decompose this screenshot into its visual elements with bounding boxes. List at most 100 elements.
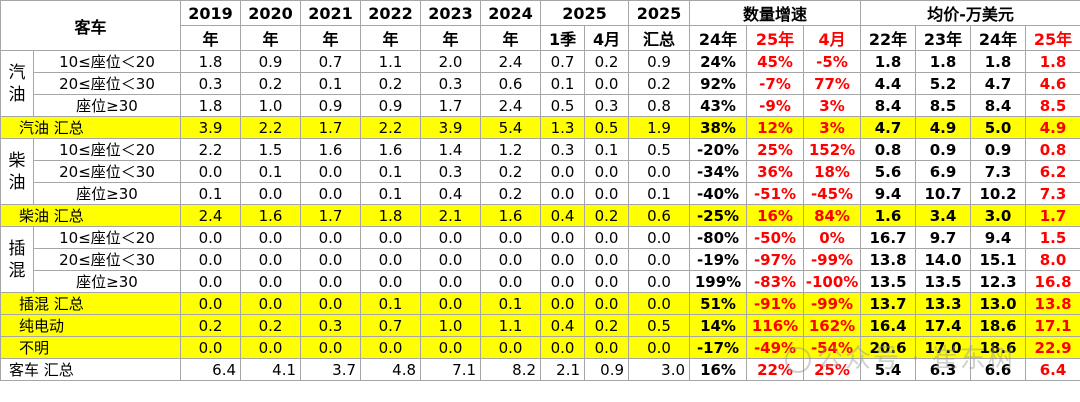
volume-cell: 0.0 (180, 336, 242, 359)
header-price: 均价-万美元 (860, 0, 1080, 26)
volume-cell: 0.9 (628, 50, 691, 73)
volume-cell: 0.0 (300, 226, 362, 249)
price-cell: 17.0 (915, 336, 972, 359)
group-label: 柴 油 (0, 138, 34, 205)
growth-cell: -91% (746, 292, 805, 315)
volume-cell: 2.2 (180, 138, 242, 161)
group-label: 汽 油 (0, 50, 34, 117)
volume-cell: 0.3 (420, 72, 482, 95)
volume-cell: 0.9 (240, 50, 302, 73)
volume-cell: 0.5 (540, 94, 586, 117)
volume-cell: 0.4 (420, 182, 482, 205)
volume-cell: 0.3 (584, 94, 630, 117)
volume-cell: 0.1 (628, 182, 691, 205)
volume-cell: 0.5 (628, 138, 691, 161)
volume-cell: 0.9 (300, 94, 362, 117)
volume-cell: 4.1 (240, 358, 302, 381)
volume-cell: 0.0 (180, 226, 242, 249)
volume-cell: 0.7 (360, 314, 422, 337)
growth-cell: 12% (746, 116, 805, 139)
price-cell: 8.4 (970, 94, 1027, 117)
price-cell: 14.0 (915, 248, 972, 271)
price-cell: 3.0 (970, 204, 1027, 227)
row-label: 纯电动 (0, 314, 182, 337)
volume-cell: 0.0 (540, 248, 586, 271)
price-cell: 17.1 (1025, 314, 1080, 337)
growth-cell: 45% (746, 50, 805, 73)
volume-cell: 0.0 (420, 336, 482, 359)
header-apr: 4月 (584, 25, 630, 51)
volume-cell: 0.4 (540, 314, 586, 337)
price-cell: 5.4 (860, 358, 917, 381)
volume-cell: 0.0 (180, 248, 242, 271)
volume-cell: 2.0 (420, 50, 482, 73)
growth-cell: 199% (689, 270, 748, 293)
header-2025-sum-bottom: 汇总 (628, 25, 691, 51)
growth-cell: 36% (746, 160, 805, 183)
growth-cell: -99% (803, 248, 862, 271)
volume-cell: 0.0 (420, 270, 482, 293)
header-2025-sum-top: 2025 (628, 0, 691, 26)
volume-cell: 0.0 (540, 292, 586, 315)
table-header: 客车 2019 2020 2021 2022 2023 2024 2025 20… (0, 0, 1080, 51)
price-cell: 1.7 (1025, 204, 1080, 227)
volume-cell: 0.0 (300, 248, 362, 271)
volume-cell: 0.2 (240, 314, 302, 337)
volume-cell: 2.2 (360, 116, 422, 139)
growth-cell: -50% (746, 226, 805, 249)
header-category: 客车 (0, 0, 182, 51)
volume-cell: 0.1 (300, 72, 362, 95)
row-label: 插混 汇总 (0, 292, 182, 315)
volume-cell: 0.0 (480, 248, 542, 271)
price-cell: 17.4 (915, 314, 972, 337)
growth-cell: 16% (746, 204, 805, 227)
growth-cell: 25% (803, 358, 862, 381)
volume-cell: 0.0 (420, 292, 482, 315)
volume-cell: 2.1 (420, 204, 482, 227)
price-cell: 0.8 (860, 138, 917, 161)
volume-cell: 0.2 (480, 182, 542, 205)
volume-cell: 3.0 (628, 358, 691, 381)
growth-cell: -54% (803, 336, 862, 359)
volume-cell: 1.6 (480, 204, 542, 227)
volume-cell: 0.2 (180, 314, 242, 337)
growth-cell: -51% (746, 182, 805, 205)
price-cell: 8.0 (1025, 248, 1080, 271)
price-cell: 5.0 (970, 116, 1027, 139)
volume-cell: 0.4 (540, 204, 586, 227)
growth-cell: 92% (689, 72, 748, 95)
table-row: 插 混 10≤座位＜20 0.0 0.0 0.0 0.0 0.0 0.0 0.0 0.0 0.0 -8… (0, 226, 1080, 293)
volume-cell: 0.0 (240, 226, 302, 249)
price-cell: 13.7 (860, 292, 917, 315)
price-cell: 9.7 (915, 226, 972, 249)
volume-cell: 1.7 (300, 116, 362, 139)
volume-cell: 0.3 (180, 72, 242, 95)
price-cell: 16.7 (860, 226, 917, 249)
row-label: 20≤座位＜30 (32, 248, 182, 271)
header-growth: 数量增速 (689, 0, 862, 26)
growth-cell: -7% (746, 72, 805, 95)
bus-stats-table: 客车 2019 2020 2021 2022 2023 2024 2025 20… (0, 0, 1080, 381)
volume-cell: 0.2 (360, 72, 422, 95)
price-cell: 13.8 (860, 248, 917, 271)
volume-cell: 0.9 (584, 358, 630, 381)
price-cell: 1.8 (860, 50, 917, 73)
price-cell: 22.9 (1025, 336, 1080, 359)
price-cell: 8.4 (860, 94, 917, 117)
price-cell: 12.3 (970, 270, 1027, 293)
volume-cell: 0.0 (540, 336, 586, 359)
volume-cell: 0.0 (300, 270, 362, 293)
volume-cell: 0.8 (628, 94, 691, 117)
price-cell: 1.5 (1025, 226, 1080, 249)
volume-cell: 0.3 (300, 314, 362, 337)
volume-cell: 7.1 (420, 358, 482, 381)
header-price-24: 24年 (970, 25, 1027, 51)
price-cell: 18.6 (970, 336, 1027, 359)
table-row: 汽油 汇总 3.9 2.2 1.7 2.2 3.9 5.4 1.3 0.5 1.9 38% 12% 3%… (0, 116, 1080, 139)
table-row: 座位≥30 0.1 0.0 0.0 0.1 0.4 0.2 0.0 0.0 0.1 -40% -51%… (1, 182, 1080, 205)
volume-cell: 0.0 (480, 270, 542, 293)
header-year: 2024 (480, 0, 542, 26)
volume-cell: 1.1 (480, 314, 542, 337)
price-cell: 6.3 (915, 358, 972, 381)
volume-cell: 3.9 (420, 116, 482, 139)
